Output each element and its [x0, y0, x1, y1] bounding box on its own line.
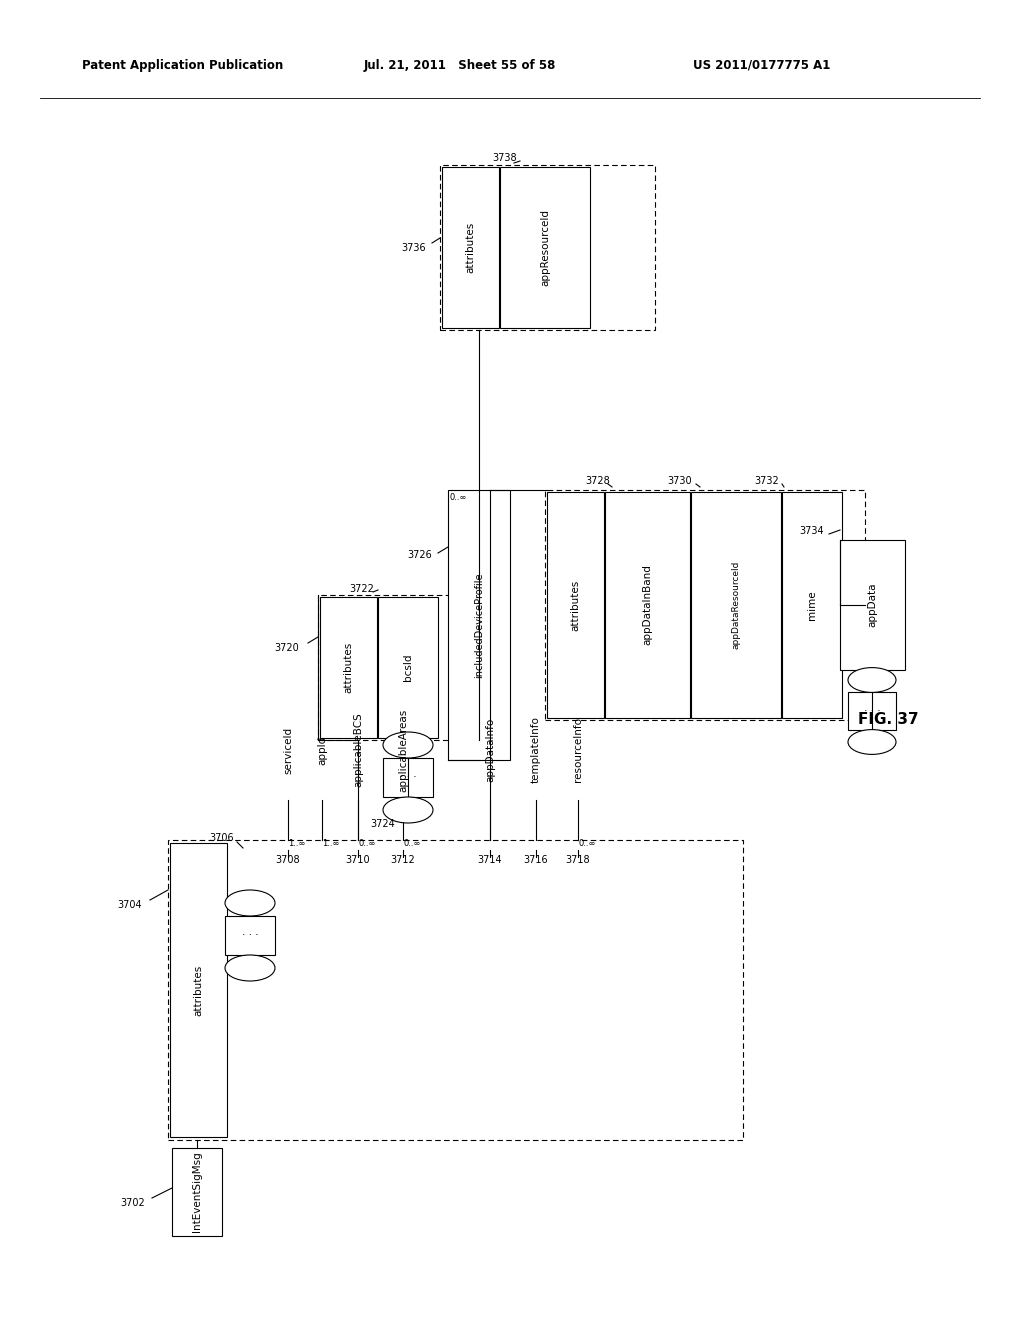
Ellipse shape [383, 733, 433, 758]
Text: US 2011/0177775 A1: US 2011/0177775 A1 [693, 58, 830, 71]
Text: 3726: 3726 [408, 550, 432, 560]
Bar [449, 490, 510, 760]
Ellipse shape [225, 954, 275, 981]
Text: includedDeviceProfile: includedDeviceProfile [474, 573, 484, 677]
Text: appId: appId [317, 735, 327, 764]
Text: 3718: 3718 [565, 855, 590, 865]
Text: 3732: 3732 [755, 477, 779, 486]
Text: 3720: 3720 [274, 643, 299, 653]
Bar [168, 840, 743, 1140]
Text: 0..∞: 0..∞ [450, 494, 467, 503]
Text: 3724: 3724 [371, 818, 395, 829]
Bar [225, 916, 275, 954]
Text: 3722: 3722 [349, 583, 375, 594]
Bar [545, 490, 865, 719]
Text: 3710: 3710 [346, 855, 371, 865]
Text: 0..∞: 0..∞ [358, 838, 376, 847]
Text: bcsId: bcsId [403, 653, 413, 681]
Text: applicableBCS: applicableBCS [353, 713, 362, 787]
Text: attributes: attributes [343, 642, 353, 693]
Bar [170, 843, 227, 1137]
Text: resourceInfo: resourceInfo [573, 718, 583, 783]
Text: 3706: 3706 [210, 833, 234, 843]
Text: serviceId: serviceId [283, 726, 293, 774]
Text: applicableAreas: applicableAreas [398, 709, 408, 792]
Text: IntEventSigMsg: IntEventSigMsg [193, 1151, 202, 1233]
Text: Patent Application Publication: Patent Application Publication [82, 58, 284, 71]
Text: 3714: 3714 [477, 855, 503, 865]
Text: 3738: 3738 [493, 153, 517, 162]
Bar [848, 693, 896, 730]
Text: 3734: 3734 [800, 525, 824, 536]
Bar [547, 492, 604, 718]
Bar [172, 1148, 222, 1236]
Bar [605, 492, 690, 718]
Text: · · ·: · · · [399, 772, 417, 783]
Text: 3708: 3708 [275, 855, 300, 865]
Text: Jul. 21, 2011   Sheet 55 of 58: Jul. 21, 2011 Sheet 55 of 58 [364, 58, 556, 71]
Text: appDataResourceId: appDataResourceId [731, 561, 740, 649]
Bar [319, 597, 377, 738]
Ellipse shape [225, 890, 275, 916]
Text: 1..∞: 1..∞ [323, 838, 340, 847]
Text: 3730: 3730 [668, 477, 692, 486]
Text: 3704: 3704 [118, 900, 142, 909]
Text: 3712: 3712 [390, 855, 416, 865]
Text: 0..∞: 0..∞ [579, 838, 596, 847]
Text: appDataInBand: appDataInBand [642, 565, 652, 645]
Ellipse shape [848, 668, 896, 693]
Text: mime: mime [807, 590, 817, 620]
Bar [500, 168, 590, 327]
Text: appDataInfo: appDataInfo [485, 718, 495, 783]
Text: 0..∞: 0..∞ [403, 838, 421, 847]
Text: attributes: attributes [194, 965, 204, 1015]
Text: 3702: 3702 [121, 1199, 145, 1208]
Text: attributes: attributes [466, 222, 475, 273]
Text: 3728: 3728 [586, 477, 610, 486]
Bar [378, 597, 438, 738]
Text: · · ·: · · · [242, 931, 258, 940]
Bar [691, 492, 781, 718]
Text: templateInfo: templateInfo [531, 717, 541, 784]
Text: appResourceId: appResourceId [540, 209, 550, 286]
Text: FIG. 37: FIG. 37 [858, 713, 919, 727]
Text: attributes: attributes [570, 579, 581, 631]
Ellipse shape [848, 730, 896, 755]
Text: 1..∞: 1..∞ [288, 838, 306, 847]
Text: 3736: 3736 [401, 243, 426, 253]
Text: 3716: 3716 [523, 855, 548, 865]
Text: · · ·: · · · [863, 706, 881, 715]
Bar [383, 758, 433, 797]
Bar [318, 595, 503, 741]
Ellipse shape [383, 797, 433, 822]
Bar [782, 492, 842, 718]
Bar [440, 165, 655, 330]
Bar [840, 540, 905, 671]
Text: appData: appData [867, 582, 878, 627]
Bar [442, 168, 499, 327]
